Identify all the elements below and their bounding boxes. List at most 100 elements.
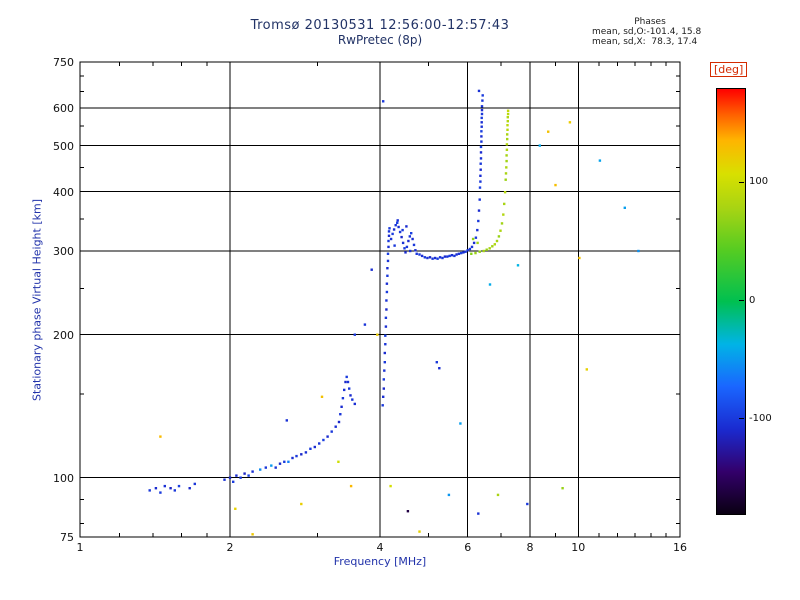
y-axis-label: Stationary phase Virtual Height [km] [30, 198, 44, 402]
data-point [344, 380, 347, 384]
data-point [228, 476, 232, 479]
data-point [480, 121, 483, 124]
data-point [389, 237, 393, 241]
data-point [401, 228, 404, 232]
x-tick-label: 8 [526, 541, 534, 554]
y-tick-label: 500 [53, 139, 74, 153]
data-point [435, 361, 438, 364]
data-point [291, 456, 294, 460]
data-point [300, 453, 303, 456]
data-point [337, 460, 340, 463]
data-point [384, 334, 387, 337]
data-point [436, 257, 439, 260]
data-point [177, 484, 181, 488]
data-point [387, 239, 390, 243]
data-point [505, 143, 509, 146]
data-point [448, 254, 451, 258]
data-point [482, 249, 485, 253]
data-point [295, 454, 298, 458]
data-point [370, 268, 373, 271]
data-point [479, 145, 483, 149]
colorbar-tick-mark [739, 181, 744, 183]
data-point [505, 154, 508, 157]
data-point [337, 420, 341, 424]
data-point [426, 256, 429, 260]
data-point [382, 378, 385, 381]
data-point [400, 235, 403, 239]
data-point [450, 254, 454, 257]
data-point [506, 120, 509, 123]
data-point [516, 264, 520, 267]
data-point [423, 256, 426, 259]
data-point [346, 380, 350, 384]
data-point [480, 125, 483, 128]
data-point [163, 484, 166, 488]
data-point [480, 116, 483, 120]
data-point [476, 228, 479, 232]
data-point [396, 221, 399, 224]
data-point [474, 236, 478, 239]
x-axis-label: Frequency [MHz] [333, 555, 427, 568]
data-point [472, 241, 476, 245]
data-point [462, 251, 465, 254]
data-point [468, 247, 472, 251]
data-point [326, 435, 329, 438]
data-point [477, 89, 481, 93]
data-point [460, 251, 463, 255]
data-point [495, 239, 499, 243]
data-point [415, 252, 418, 255]
data-point [431, 257, 434, 260]
data-point [491, 245, 494, 248]
data-point [392, 228, 396, 231]
data-point [159, 435, 162, 438]
data-point [383, 351, 386, 355]
x-tick-label: 16 [673, 541, 687, 554]
data-point [480, 130, 483, 133]
data-point [455, 253, 458, 256]
data-point [428, 256, 432, 259]
data-point [393, 244, 396, 247]
data-point [488, 247, 491, 250]
data-point [320, 395, 324, 398]
data-point [420, 254, 424, 258]
data-point [382, 100, 385, 103]
phase-stats-annotation: Phases mean, sd,O:-101.4, 15.8 mean, sd,… [592, 17, 708, 47]
data-point [418, 253, 421, 256]
data-point [384, 343, 387, 346]
data-point [285, 419, 288, 422]
data-point [453, 254, 456, 258]
data-point [322, 438, 325, 442]
data-point [173, 489, 176, 492]
data-point [243, 472, 246, 475]
data-point [397, 225, 400, 229]
data-point [398, 230, 402, 234]
data-point [480, 112, 484, 116]
data-point [506, 128, 509, 131]
data-point [386, 259, 390, 263]
data-point [505, 159, 508, 163]
data-point [348, 387, 351, 390]
data-point [148, 489, 151, 492]
data-point [506, 137, 509, 141]
data-point [313, 445, 316, 449]
data-point [334, 425, 337, 428]
colorbar-tick-label: -100 [749, 412, 772, 424]
chart-title: Tromsø 20130531 12:56:00-12:57:43 [250, 18, 510, 33]
data-point [578, 256, 581, 260]
data-point [391, 232, 394, 236]
x-tick-label: 6 [464, 541, 472, 554]
y-tick-label: 200 [53, 328, 74, 342]
chart-subtitle: RwPretec (8p) [337, 33, 423, 47]
data-point [383, 361, 386, 364]
data-point [388, 227, 391, 230]
data-point [485, 248, 488, 251]
data-point [446, 255, 449, 258]
data-point [479, 157, 483, 160]
data-point [353, 402, 356, 406]
data-point [471, 237, 475, 241]
data-point [264, 466, 267, 469]
colorbar-tick-label: 0 [749, 294, 756, 306]
data-point [318, 442, 321, 445]
